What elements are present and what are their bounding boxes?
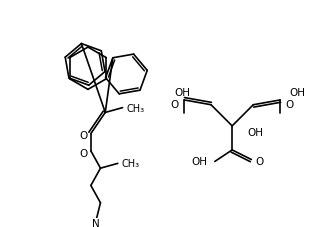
- Text: OH: OH: [247, 127, 264, 137]
- Text: OH: OH: [191, 157, 207, 167]
- Text: CH₃: CH₃: [122, 159, 140, 169]
- Text: N: N: [92, 218, 99, 227]
- Text: OH: OH: [174, 88, 191, 98]
- Text: O: O: [79, 131, 87, 141]
- Text: O: O: [286, 99, 294, 109]
- Text: O: O: [255, 157, 263, 167]
- Text: CH₃: CH₃: [126, 103, 144, 113]
- Text: OH: OH: [290, 88, 306, 98]
- Text: O: O: [79, 148, 87, 158]
- Text: O: O: [170, 99, 179, 109]
